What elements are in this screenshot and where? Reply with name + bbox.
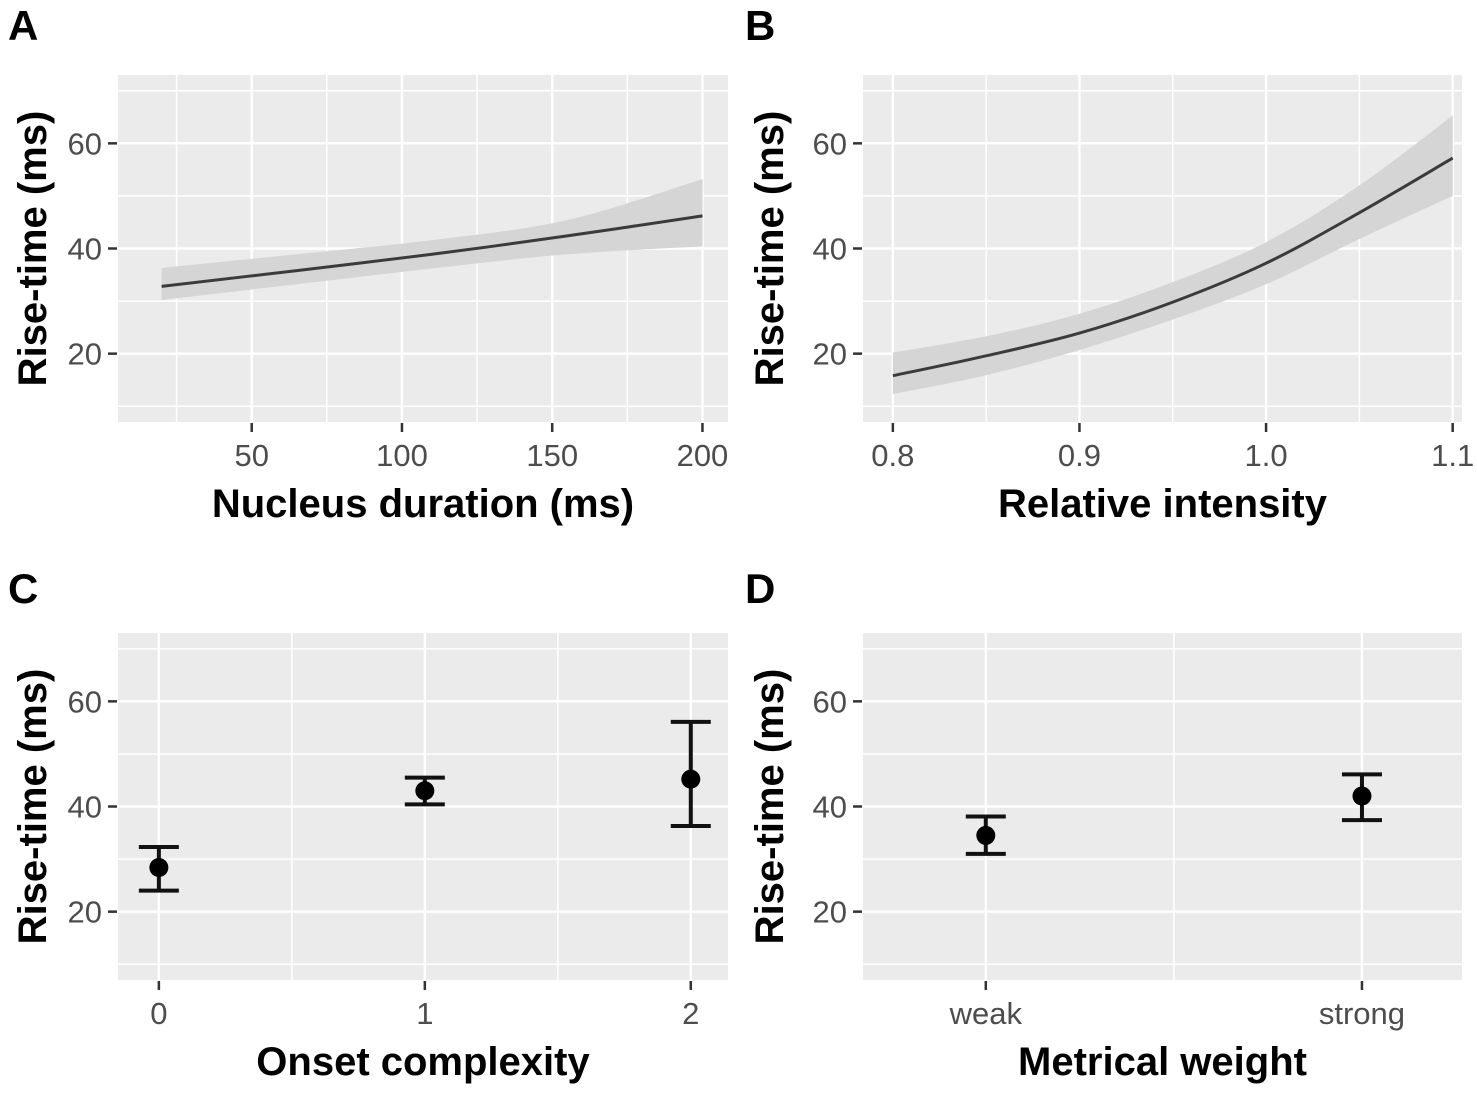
panel-c: 0 1 2 20 40 60 Onset complexity Rise-time (ms) C: [8, 565, 728, 1084]
x-tick-label: 0: [150, 996, 167, 1031]
x-axis-title: Relative intensity: [998, 482, 1328, 526]
x-tick-label: weak: [949, 996, 1023, 1031]
x-tick-label: 0.9: [1058, 438, 1101, 473]
smooth-line: [161, 214, 703, 288]
y-tick-label: 60: [813, 684, 847, 719]
y-axis-title: Rise-time (ms): [11, 669, 55, 945]
x-axis-title: Metrical weight: [1018, 1040, 1307, 1084]
y-tick-label: 40: [813, 790, 847, 825]
y-tick-label: 20: [68, 895, 102, 930]
y-axis-title: Rise-time (ms): [748, 669, 792, 945]
x-tick-label: 200: [677, 438, 729, 473]
panel-b: 0.8 0.9 1.0 1.1 20 40 60 Relative intensity Rise…: [745, 2, 1474, 526]
panel-letter-c: C: [8, 565, 38, 612]
y-tick-label: 40: [813, 232, 847, 267]
panel-letter-d: D: [745, 565, 775, 612]
panel-a: 50 100 150 200 20 40 60 Nucleus duration (ms) Ri…: [8, 2, 729, 526]
panel-letter-b: B: [745, 2, 775, 49]
y-tick-label: 20: [813, 895, 847, 930]
point-estimate: [976, 825, 996, 845]
y-tick-label: 40: [68, 232, 102, 267]
y-tick-label: 20: [813, 337, 847, 372]
y-axis-title: Rise-time (ms): [748, 111, 792, 387]
y-axis-title: Rise-time (ms): [11, 111, 55, 387]
x-tick-label: 1: [416, 996, 433, 1031]
confidence-ribbon: [892, 115, 1453, 395]
x-tick-label: 0.8: [871, 438, 914, 473]
x-tick-label: 1.1: [1431, 438, 1474, 473]
x-tick-label: 100: [376, 438, 428, 473]
panel-d: weak strong 20 40 60 Metrical weight Rise-time…: [745, 565, 1462, 1084]
x-tick-label: 150: [526, 438, 578, 473]
y-tick-label: 40: [68, 790, 102, 825]
y-tick-label: 60: [813, 126, 847, 161]
x-tick-label: strong: [1319, 996, 1405, 1031]
y-tick-label: 60: [68, 684, 102, 719]
x-axis-title: Nucleus duration (ms): [212, 482, 634, 526]
panel-letter-a: A: [8, 2, 38, 49]
point-estimate: [415, 781, 435, 801]
x-tick-label: 50: [234, 438, 268, 473]
point-estimate: [149, 857, 169, 877]
y-tick-label: 60: [68, 126, 102, 161]
y-tick-label: 20: [68, 337, 102, 372]
point-estimate: [1352, 786, 1372, 806]
smooth-line: [892, 156, 1454, 378]
point-estimate: [681, 769, 701, 789]
x-tick-label: 2: [682, 996, 699, 1031]
x-tick-label: 1.0: [1245, 438, 1288, 473]
x-axis-title: Onset complexity: [256, 1040, 590, 1084]
